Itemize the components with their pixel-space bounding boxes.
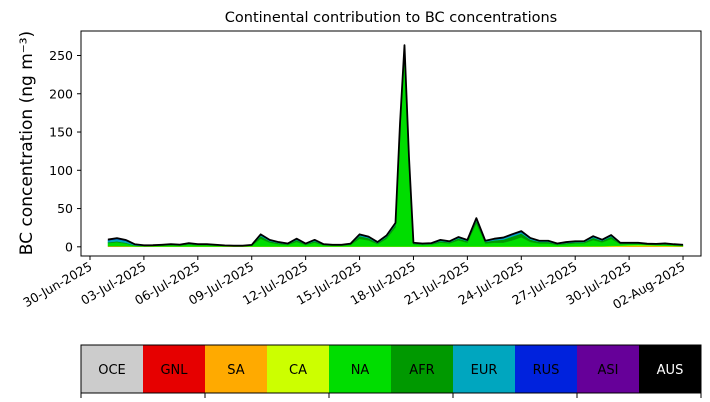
chart-title: Continental contribution to BC concentra… bbox=[225, 10, 557, 26]
legend-label-rus: RUS bbox=[533, 363, 560, 378]
plot-area bbox=[80, 30, 702, 257]
legend-swatch-asi bbox=[577, 345, 639, 393]
y-axis: 0 50 100 150 200 250 bbox=[49, 48, 81, 254]
legend-swatch-oce bbox=[81, 345, 143, 393]
y-tick-label: 50 bbox=[57, 201, 73, 216]
legend-label-ca: CA bbox=[289, 363, 307, 378]
legend-label-gnl: GNL bbox=[160, 363, 188, 378]
legend-swatch-na bbox=[329, 345, 391, 393]
y-tick-label: 100 bbox=[49, 163, 73, 178]
legend-label-asi: ASI bbox=[598, 363, 619, 378]
legend-swatch-afr bbox=[391, 345, 453, 393]
legend-swatch-eur bbox=[453, 345, 515, 393]
total-line bbox=[107, 44, 684, 247]
legend-frame bbox=[80, 344, 702, 394]
y-tick-label: 150 bbox=[49, 125, 73, 140]
x-axis: 30-Jun-202503-Jul-202506-Jul-202509-Jul-… bbox=[20, 256, 688, 312]
y-tick-label: 200 bbox=[49, 86, 73, 101]
legend-swatch-gnl bbox=[143, 345, 205, 393]
y-axis-label: BC concentration (ng m⁻³) bbox=[17, 31, 37, 255]
legend-label-afr: AFR bbox=[409, 363, 434, 378]
legend-label-aus: AUS bbox=[657, 363, 684, 378]
legend-label-oce: OCE bbox=[98, 363, 126, 378]
legend-swatch-aus bbox=[639, 345, 701, 393]
legend-swatch-sa bbox=[205, 345, 267, 393]
legend-label-sa: SA bbox=[227, 363, 244, 378]
legend: OCE GNL SA CA NA AFR EUR RUS ASI AUS bbox=[80, 344, 702, 398]
legend-swatch-rus bbox=[515, 345, 577, 393]
y-tick-label: 0 bbox=[65, 239, 73, 254]
legend-label-na: NA bbox=[351, 363, 370, 378]
legend-label-eur: EUR bbox=[471, 363, 498, 378]
y-tick-label: 250 bbox=[49, 48, 73, 63]
legend-swatch-ca bbox=[267, 345, 329, 393]
plot-frame bbox=[80, 30, 702, 257]
